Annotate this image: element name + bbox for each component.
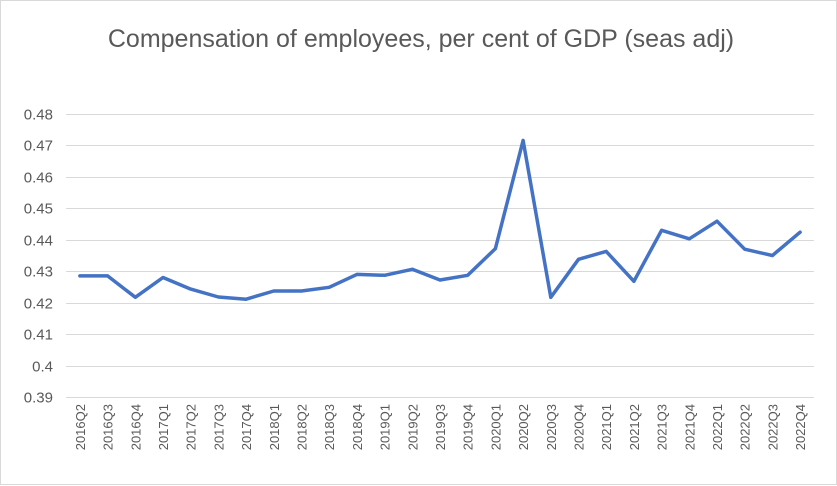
- x-tick-label: 2019Q1: [378, 404, 393, 450]
- y-tick-label: 0.4: [32, 359, 53, 376]
- x-tick-label: 2018Q1: [267, 404, 282, 450]
- x-tick-label: 2017Q2: [184, 404, 199, 450]
- data-point: [244, 297, 248, 301]
- y-tick-label: 0.44: [24, 233, 53, 250]
- x-tick-label: 2019Q2: [405, 404, 420, 450]
- data-point: [715, 219, 719, 223]
- data-point: [300, 289, 303, 293]
- data-point: [106, 274, 110, 278]
- series-line: [78, 138, 802, 301]
- data-point: [632, 279, 636, 283]
- data-point: [272, 289, 276, 293]
- x-tick-label: 2022Q4: [793, 404, 808, 450]
- y-tick-label: 0.43: [24, 264, 53, 281]
- y-tick-label: 0.39: [24, 390, 53, 407]
- x-tick-label: 2019Q4: [461, 404, 476, 450]
- data-point: [660, 228, 664, 232]
- data-point: [383, 273, 387, 277]
- data-point: [438, 278, 442, 282]
- x-tick-label: 2018Q2: [294, 404, 309, 450]
- x-tick-label: 2016Q3: [101, 404, 116, 450]
- chart-title: Compensation of employees, per cent of G…: [107, 25, 735, 53]
- x-tick-label: 2022Q1: [710, 404, 725, 450]
- data-point: [355, 272, 359, 276]
- data-point: [577, 257, 580, 261]
- x-tick-label: 2016Q2: [73, 404, 88, 450]
- data-point: [216, 295, 220, 299]
- data-point: [161, 276, 165, 279]
- data-point: [604, 249, 608, 253]
- y-tick-label: 0.48: [24, 107, 53, 124]
- data-point: [687, 237, 691, 241]
- data-point: [493, 247, 497, 251]
- x-tick-label: 2020Q3: [544, 404, 559, 450]
- x-tick-label: 2017Q4: [239, 404, 254, 450]
- data-point: [770, 254, 774, 257]
- data-point: [189, 287, 193, 291]
- x-tick-label: 2017Q1: [156, 404, 171, 450]
- x-tick-label: 2021Q1: [599, 404, 614, 450]
- x-tick-label: 2016Q4: [128, 404, 143, 450]
- x-tick-label: 2018Q4: [350, 404, 365, 450]
- x-tick-label: 2020Q2: [516, 404, 531, 450]
- x-tick-label: 2020Q1: [488, 404, 503, 450]
- data-point: [549, 295, 553, 299]
- x-tick-label: 2020Q4: [572, 404, 587, 450]
- x-tick-label: 2018Q3: [322, 404, 337, 450]
- x-tick-label: 2022Q2: [738, 404, 753, 450]
- data-point: [743, 247, 747, 251]
- y-tick-label: 0.41: [24, 327, 53, 344]
- x-tick-label: 2022Q3: [765, 404, 780, 450]
- data-point: [133, 295, 137, 299]
- y-tick-label: 0.45: [24, 201, 53, 218]
- x-tick-label: 2019Q3: [433, 404, 448, 450]
- data-point: [327, 285, 331, 289]
- x-tick-label: 2021Q4: [682, 404, 697, 450]
- x-tick-label: 2021Q3: [655, 404, 670, 450]
- x-tick-label: 2017Q3: [211, 404, 226, 450]
- data-point: [78, 274, 82, 278]
- y-tick-label: 0.42: [24, 296, 53, 313]
- data-point: [521, 138, 525, 142]
- data-point: [798, 230, 802, 234]
- y-tick-label: 0.46: [24, 170, 53, 187]
- data-point: [410, 267, 414, 271]
- y-tick-label: 0.47: [24, 138, 53, 155]
- data-point: [466, 273, 470, 277]
- x-tick-label: 2021Q2: [627, 404, 642, 450]
